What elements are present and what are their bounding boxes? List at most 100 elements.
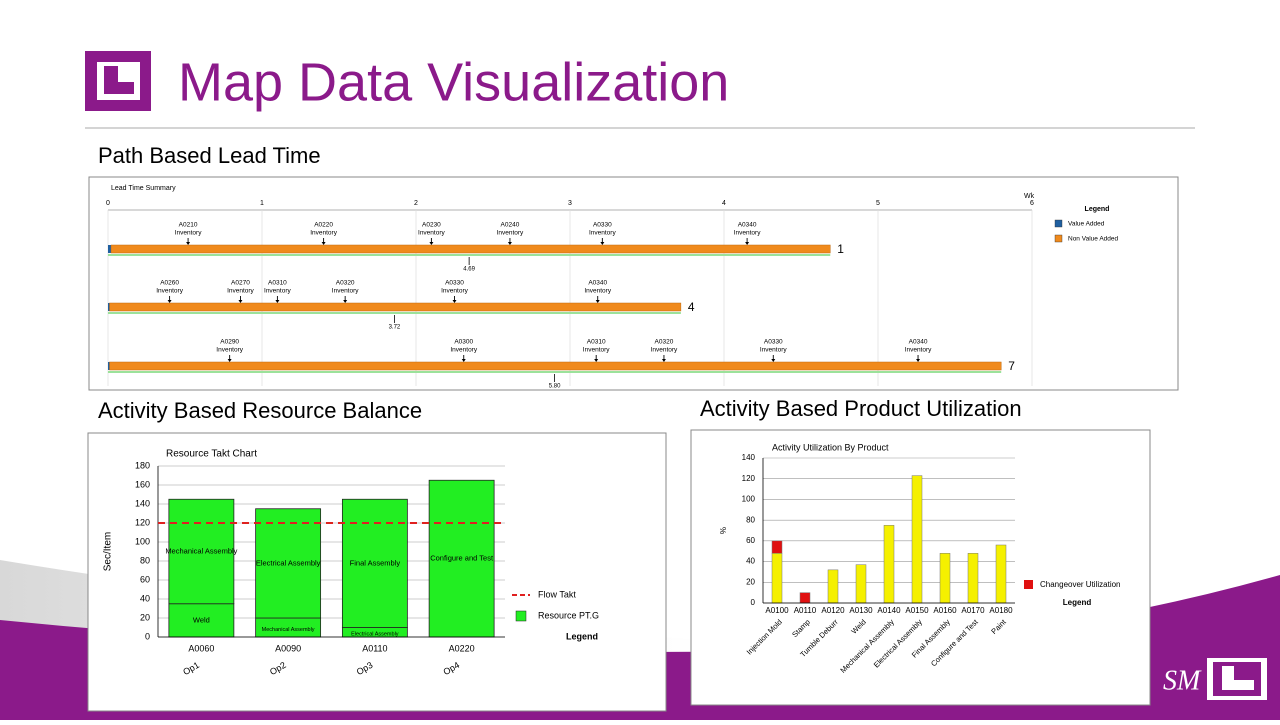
x-tick-label: 0 <box>106 200 110 207</box>
marker-head <box>771 359 776 362</box>
marker-label: A0340 <box>909 339 928 346</box>
marker-sub: Inventory <box>589 230 616 237</box>
marker-head <box>275 300 280 303</box>
marker-label: A0340 <box>588 280 607 287</box>
section-title: Activity Based Product Utilization <box>700 396 1022 421</box>
marker-head <box>461 359 466 362</box>
chart-frame <box>88 176 1179 391</box>
bar-segment <box>341 498 408 628</box>
marker-label: A0310 <box>268 280 287 287</box>
x-tick-label: 5 <box>876 200 880 207</box>
marker-head <box>661 359 666 362</box>
marker-sub: Inventory <box>583 347 610 354</box>
y-axis-label: Sec/Item <box>103 532 114 571</box>
segment-label: Electrical Assembly <box>351 632 399 638</box>
marker-sub: Inventory <box>418 230 445 237</box>
y-tick-label: 180 <box>135 460 150 470</box>
marker-head <box>227 359 232 362</box>
x-tick-label: A0100 <box>765 606 789 615</box>
marker-head <box>167 300 172 303</box>
non-value-added-bar <box>109 302 682 312</box>
x-tick-label: 4 <box>722 200 726 207</box>
marker-label: A0290 <box>220 339 239 346</box>
legend-title: Legend <box>566 631 598 641</box>
footer-logo-inner <box>1213 662 1261 696</box>
bar-segment <box>967 553 979 604</box>
marker-sub: Inventory <box>264 288 291 295</box>
y-tick-label: 60 <box>140 574 150 584</box>
legend-label: Resource PT.G <box>538 610 599 620</box>
x-axis-label: Wk <box>1024 193 1035 200</box>
non-value-added-bar <box>110 244 831 254</box>
bar-segment <box>168 498 235 605</box>
x-tick-label: 3 <box>568 200 572 207</box>
total-label: 4.69 <box>463 267 475 273</box>
value-added-bar <box>108 303 110 311</box>
y-tick-label: 60 <box>746 536 755 545</box>
legend-label: Changeover Utilization <box>1040 580 1121 589</box>
marker-label: A0220 <box>314 222 333 229</box>
row-label: 7 <box>1008 359 1015 373</box>
marker-sub: Inventory <box>760 347 787 354</box>
marker-label: A0260 <box>160 280 179 287</box>
marker-label: A0330 <box>593 222 612 229</box>
marker-head <box>507 242 512 245</box>
y-tick-label: 40 <box>746 557 755 566</box>
bar-segment <box>799 592 811 604</box>
y-axis-label: % <box>719 527 728 534</box>
chart-title: Lead Time Summary <box>111 185 176 192</box>
marker-sub: Inventory <box>450 347 477 354</box>
page-title: Map Data Visualization <box>178 52 729 112</box>
legend-label: Flow Takt <box>538 589 576 599</box>
bar-segment <box>883 525 895 604</box>
legend-swatch <box>1054 234 1063 243</box>
marker-sub: Inventory <box>310 230 337 237</box>
legend-label: Non Value Added <box>1068 236 1118 243</box>
marker-head <box>343 300 348 303</box>
section-title: Path Based Lead Time <box>98 143 321 168</box>
x-tick-label: 6 <box>1030 200 1034 207</box>
bar-segment <box>428 479 495 638</box>
bar-segment <box>771 540 783 554</box>
marker-label: A0310 <box>587 339 606 346</box>
y-tick-label: 80 <box>140 555 150 565</box>
legend-title: Legend <box>1063 598 1092 607</box>
y-tick-label: 140 <box>742 453 756 462</box>
y-tick-label: 160 <box>135 479 150 489</box>
marker-sub: Inventory <box>175 230 202 237</box>
legend-swatch <box>515 610 527 622</box>
logo-mark <box>104 66 134 94</box>
bar-segment <box>827 569 839 604</box>
y-tick-label: 120 <box>742 474 756 483</box>
marker-label: A0210 <box>179 222 198 229</box>
y-tick-label: 20 <box>746 577 755 586</box>
legend-label: Value Added <box>1068 221 1105 228</box>
logo-inner <box>97 62 140 100</box>
marker-head <box>745 242 750 245</box>
marker-sub: Inventory <box>441 288 468 295</box>
non-value-added-bar <box>109 361 1002 371</box>
chart-title: Activity Utilization By Product <box>772 442 889 452</box>
x-tick-label: A0140 <box>877 606 901 615</box>
marker-sub: Inventory <box>216 347 243 354</box>
x-tick-label: A0060 <box>188 643 214 653</box>
bar-segment <box>855 564 867 604</box>
marker-sub: Inventory <box>651 347 678 354</box>
marker-label: A0320 <box>655 339 674 346</box>
marker-head <box>238 300 243 303</box>
y-tick-label: 100 <box>742 495 756 504</box>
footer-logo-mark <box>1222 666 1254 690</box>
x-tick-label: A0150 <box>905 606 929 615</box>
segment-label: Mechanical Assembly <box>262 627 315 633</box>
row-label: 1 <box>837 242 844 256</box>
x-tick-label: 1 <box>260 200 264 207</box>
marker-label: A0330 <box>445 280 464 287</box>
bar-segment <box>168 603 235 638</box>
marker-sub: Inventory <box>905 347 932 354</box>
x-tick-label: A0130 <box>849 606 873 615</box>
bar-segment <box>939 553 951 604</box>
bar-segment <box>771 553 783 604</box>
x-tick-label: A0120 <box>821 606 845 615</box>
y-tick-label: 120 <box>135 517 150 527</box>
marker-sub: Inventory <box>156 288 183 295</box>
